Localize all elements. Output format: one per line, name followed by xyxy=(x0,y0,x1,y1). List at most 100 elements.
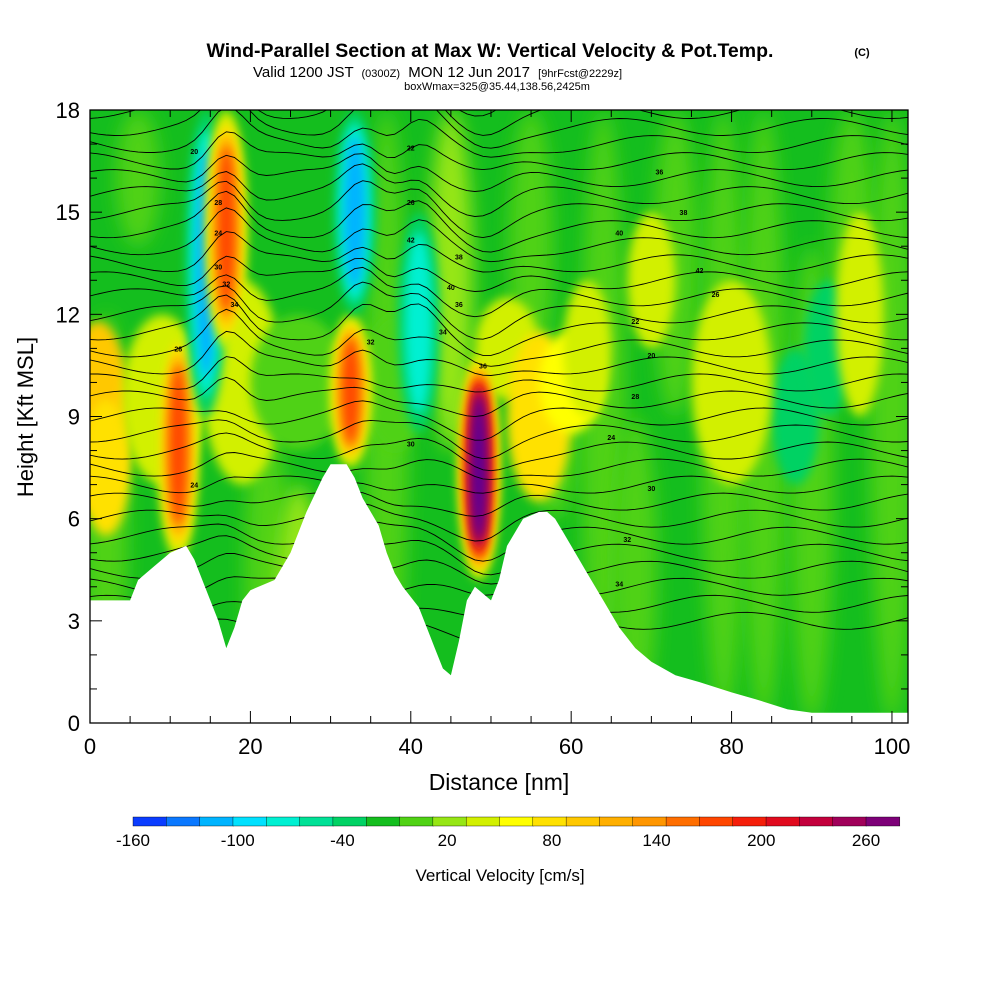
colorbar-tick-label: 260 xyxy=(852,831,880,850)
field-patch xyxy=(627,212,676,349)
x-tick-label: 20 xyxy=(238,734,262,759)
theta-contour-label: 28 xyxy=(214,200,222,207)
colorbar-swatch xyxy=(532,816,567,827)
colorbar-swatch xyxy=(166,816,201,827)
theta-contour-label: 30 xyxy=(407,442,415,449)
theta-line xyxy=(90,110,908,149)
theta-contour-label: 32 xyxy=(623,537,631,544)
x-axis-label: Distance [nm] xyxy=(429,769,570,795)
y-tick-label: 9 xyxy=(68,405,80,430)
colorbar-swatch xyxy=(865,816,901,827)
y-tick-label: 3 xyxy=(68,609,80,634)
plume-updraft xyxy=(341,337,360,445)
colorbar-swatch xyxy=(399,816,434,827)
theta-contour-label: 28 xyxy=(631,394,639,401)
field-patch xyxy=(835,212,884,417)
theta-line xyxy=(90,491,908,517)
theta-line xyxy=(90,255,908,292)
theta-line xyxy=(90,163,908,217)
colorbar-tick-label: 200 xyxy=(747,831,775,850)
valid-time-line: Valid 1200 JST (0300Z) MON 12 Jun 2017 [… xyxy=(253,64,622,81)
chart-title: Wind-Parallel Section at Max W: Vertical… xyxy=(207,40,774,62)
theta-contour-label: 40 xyxy=(615,231,623,238)
plume-updraft xyxy=(472,395,486,540)
colorbar-swatch xyxy=(665,816,701,827)
theta-contour-label: 38 xyxy=(455,254,463,261)
colorbar-swatch xyxy=(799,816,834,827)
colorbar-swatch xyxy=(832,816,867,827)
valid-utc: (0300Z) xyxy=(362,68,401,80)
colorbar-tick-label: 80 xyxy=(542,831,561,850)
y-tick-labels: 0 3 6 9 12 15 18 xyxy=(56,98,80,736)
x-tick-label: 40 xyxy=(399,734,423,759)
colorbar-swatch xyxy=(366,816,401,827)
field-patch xyxy=(250,314,347,451)
plot-area: 28 24 30 32 34 36 38 40 42 26 22 20 28 24 30 32 34 36 38 40… xyxy=(90,110,908,723)
colorbar-swatch xyxy=(632,816,667,827)
theta-line xyxy=(90,330,908,376)
theta-line xyxy=(90,356,908,393)
theta-contour-label: 26 xyxy=(407,200,415,207)
colorbar-swatch xyxy=(465,816,501,827)
theta-contour-label: 40 xyxy=(447,285,455,292)
theta-line xyxy=(90,432,908,472)
axis-ticks xyxy=(89,109,908,724)
x-tick-label: 60 xyxy=(559,734,583,759)
colorbar-swatch xyxy=(199,816,234,827)
colorbar-tick-label: 140 xyxy=(642,831,670,850)
colorbar-tick-label: -100 xyxy=(221,831,255,850)
y-tick-label: 18 xyxy=(56,98,80,123)
theta-contour-label: 36 xyxy=(655,169,663,176)
theta-line xyxy=(90,231,908,273)
theta-line xyxy=(90,281,908,340)
theta-contour-label: 30 xyxy=(647,486,655,493)
colorbar-swatch xyxy=(266,816,301,827)
field-patch xyxy=(563,280,612,417)
theta-line xyxy=(90,452,908,481)
x-tick-labels: 0 20 40 60 80 100 xyxy=(84,734,910,759)
colorbar-swatch xyxy=(332,816,367,827)
colorbar-tick-label: -40 xyxy=(330,831,355,850)
theta-contour-label: 42 xyxy=(696,268,704,275)
colorbar-swatch xyxy=(699,816,734,827)
theta-line xyxy=(90,131,908,171)
theta-contour-label: 30 xyxy=(214,265,222,272)
theta-line xyxy=(90,308,908,367)
colorbar-swatch xyxy=(299,816,334,827)
x-tick-label: 80 xyxy=(719,734,743,759)
y-tick-label: 0 xyxy=(68,711,80,736)
theta-contour-label: 38 xyxy=(680,210,688,217)
colorbar-swatch xyxy=(765,816,801,827)
theta-contour-label: 24 xyxy=(214,231,222,238)
theta-line xyxy=(90,419,908,460)
theta-contour-label: 22 xyxy=(407,145,415,152)
colorbar-swatch xyxy=(132,816,168,827)
theta-line xyxy=(90,400,908,441)
plume-updraft xyxy=(217,145,236,313)
field-band xyxy=(428,110,473,451)
field-patch xyxy=(90,399,131,536)
valid-prefix: Valid 1200 JST xyxy=(253,64,353,81)
theta-line xyxy=(90,266,908,318)
theta-line xyxy=(90,207,908,263)
colorbar-swatch xyxy=(599,816,634,827)
velocity-field xyxy=(90,110,908,723)
colorbar-label: Vertical Velocity [cm/s] xyxy=(415,866,584,885)
x-tick-label: 100 xyxy=(874,734,911,759)
theta-line xyxy=(90,153,908,192)
y-axis-label: Height [Kft MSL] xyxy=(13,337,38,497)
theta-contour-label: 24 xyxy=(607,435,615,442)
colorbar xyxy=(132,816,901,827)
theta-contour-label: 34 xyxy=(615,581,623,588)
theta-line xyxy=(90,110,908,136)
theta-line xyxy=(90,294,908,356)
valid-date: MON 12 Jun 2017 xyxy=(408,64,530,81)
theta-contour-label: 32 xyxy=(367,340,375,347)
theta-line xyxy=(90,110,908,158)
theta-contour-label: 20 xyxy=(647,353,655,360)
theta-line xyxy=(90,475,908,494)
theta-contour-label: 36 xyxy=(455,302,463,309)
copyright-mark: (C) xyxy=(854,47,870,59)
field-patch xyxy=(691,280,772,485)
